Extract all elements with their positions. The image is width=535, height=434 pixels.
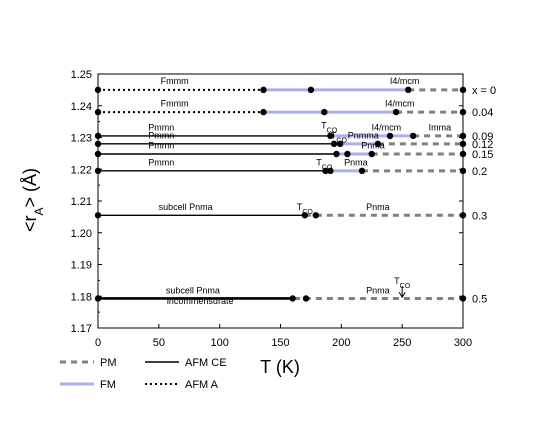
phase-label: Pnmma: [348, 130, 379, 140]
y-tick-label: 1.24: [71, 101, 92, 113]
legend-label: AFM CE: [185, 357, 227, 369]
phase-label: Imma: [429, 123, 452, 133]
legend: PM AFM CE FM AFM A: [60, 357, 227, 391]
y-tick-label: 1.23: [71, 133, 92, 145]
phase-label: TCO: [316, 157, 333, 171]
y-tick-label: 1.25: [71, 69, 92, 81]
data-point: [409, 132, 417, 140]
phase-label: Pnma: [344, 157, 368, 167]
plot-area: x = 0 0.04 0.090.120.15 0.2 0.3 0.5 Fmmm I4/mcm…: [94, 76, 496, 306]
legend-label: FM: [100, 379, 116, 391]
composition-label: 0.09: [472, 131, 493, 143]
phase-label: Pnma: [361, 141, 385, 151]
arrow-head: [398, 291, 406, 299]
phase-label: Pnma: [366, 202, 390, 212]
data-point: [307, 86, 315, 94]
phase-label: Pnma: [366, 286, 390, 296]
y-tick-label: 1.19: [71, 260, 92, 272]
data-point: [327, 167, 334, 175]
composition-label: x = 0: [472, 85, 496, 97]
x-tick-label: 300: [454, 337, 472, 349]
x-tick-label: 150: [271, 337, 289, 349]
data-point: [386, 132, 394, 140]
data-point: [333, 150, 340, 158]
data-point: [392, 108, 400, 116]
composition-label: 0.15: [472, 149, 493, 161]
data-point: [336, 140, 344, 148]
composition-label: 0.12: [472, 139, 493, 151]
data-point: [321, 108, 328, 116]
x-tick-label: 250: [393, 337, 411, 349]
x-tick-label: 50: [153, 337, 165, 349]
data-point: [368, 150, 375, 158]
y-tick-label: 1.17: [71, 323, 92, 335]
y-tick-label: 1.20: [71, 228, 92, 240]
data-point: [330, 140, 338, 148]
phase-label: subcell Pnma: [166, 286, 220, 296]
y-axis-title-text: <rA> (Å): [20, 168, 46, 232]
data-point: [302, 295, 310, 302]
phase-label: Pmmn: [148, 141, 174, 151]
data-point: [312, 212, 319, 219]
phase-label: incommensurate: [167, 296, 234, 306]
axes: 0 50 100 150 200 250 300 1.17 1.18 1.19 1.20 1.21 1.…: [71, 69, 473, 349]
phase-label: I4/mcm: [385, 98, 415, 108]
data-point: [301, 212, 309, 219]
x-tick-label: 200: [332, 337, 350, 349]
phase-label: Pmmn: [148, 157, 174, 167]
data-point: [327, 132, 334, 140]
data-point: [260, 86, 267, 94]
data-point: [344, 150, 351, 158]
phase-label: I4/mcm: [372, 123, 402, 133]
composition-label: 0.04: [472, 107, 493, 119]
phase-label: Pmmn: [148, 130, 174, 140]
phase-label: Fmmm: [161, 98, 189, 108]
phase-label: Pmmn: [148, 123, 174, 133]
data-point: [405, 86, 412, 94]
legend-label: PM: [100, 357, 117, 369]
x-axis-label: T (K): [260, 357, 300, 377]
data-point: [289, 295, 296, 302]
phase-label: Fmmm: [161, 76, 189, 86]
y-tick-label: 1.21: [71, 196, 92, 208]
phase-label: TCO: [297, 202, 314, 216]
x-tick-label: 0: [95, 337, 101, 349]
legend-label: AFM A: [185, 379, 219, 391]
composition-label: 0.5: [472, 293, 487, 305]
y-axis-label: <rA> (Å): [20, 168, 46, 232]
phase-label: subcell Pnma: [159, 202, 213, 212]
data-point: [374, 140, 382, 148]
composition-label: 0.3: [472, 210, 487, 222]
composition-label: 0.2: [472, 166, 487, 178]
phase-label: I4/mcm: [390, 76, 420, 86]
data-point: [322, 167, 329, 175]
y-tick-label: 1.22: [71, 164, 92, 176]
y-tick-label: 1.18: [71, 291, 92, 303]
x-tick-label: 100: [210, 337, 228, 349]
data-point: [358, 167, 366, 175]
data-point: [260, 108, 267, 116]
